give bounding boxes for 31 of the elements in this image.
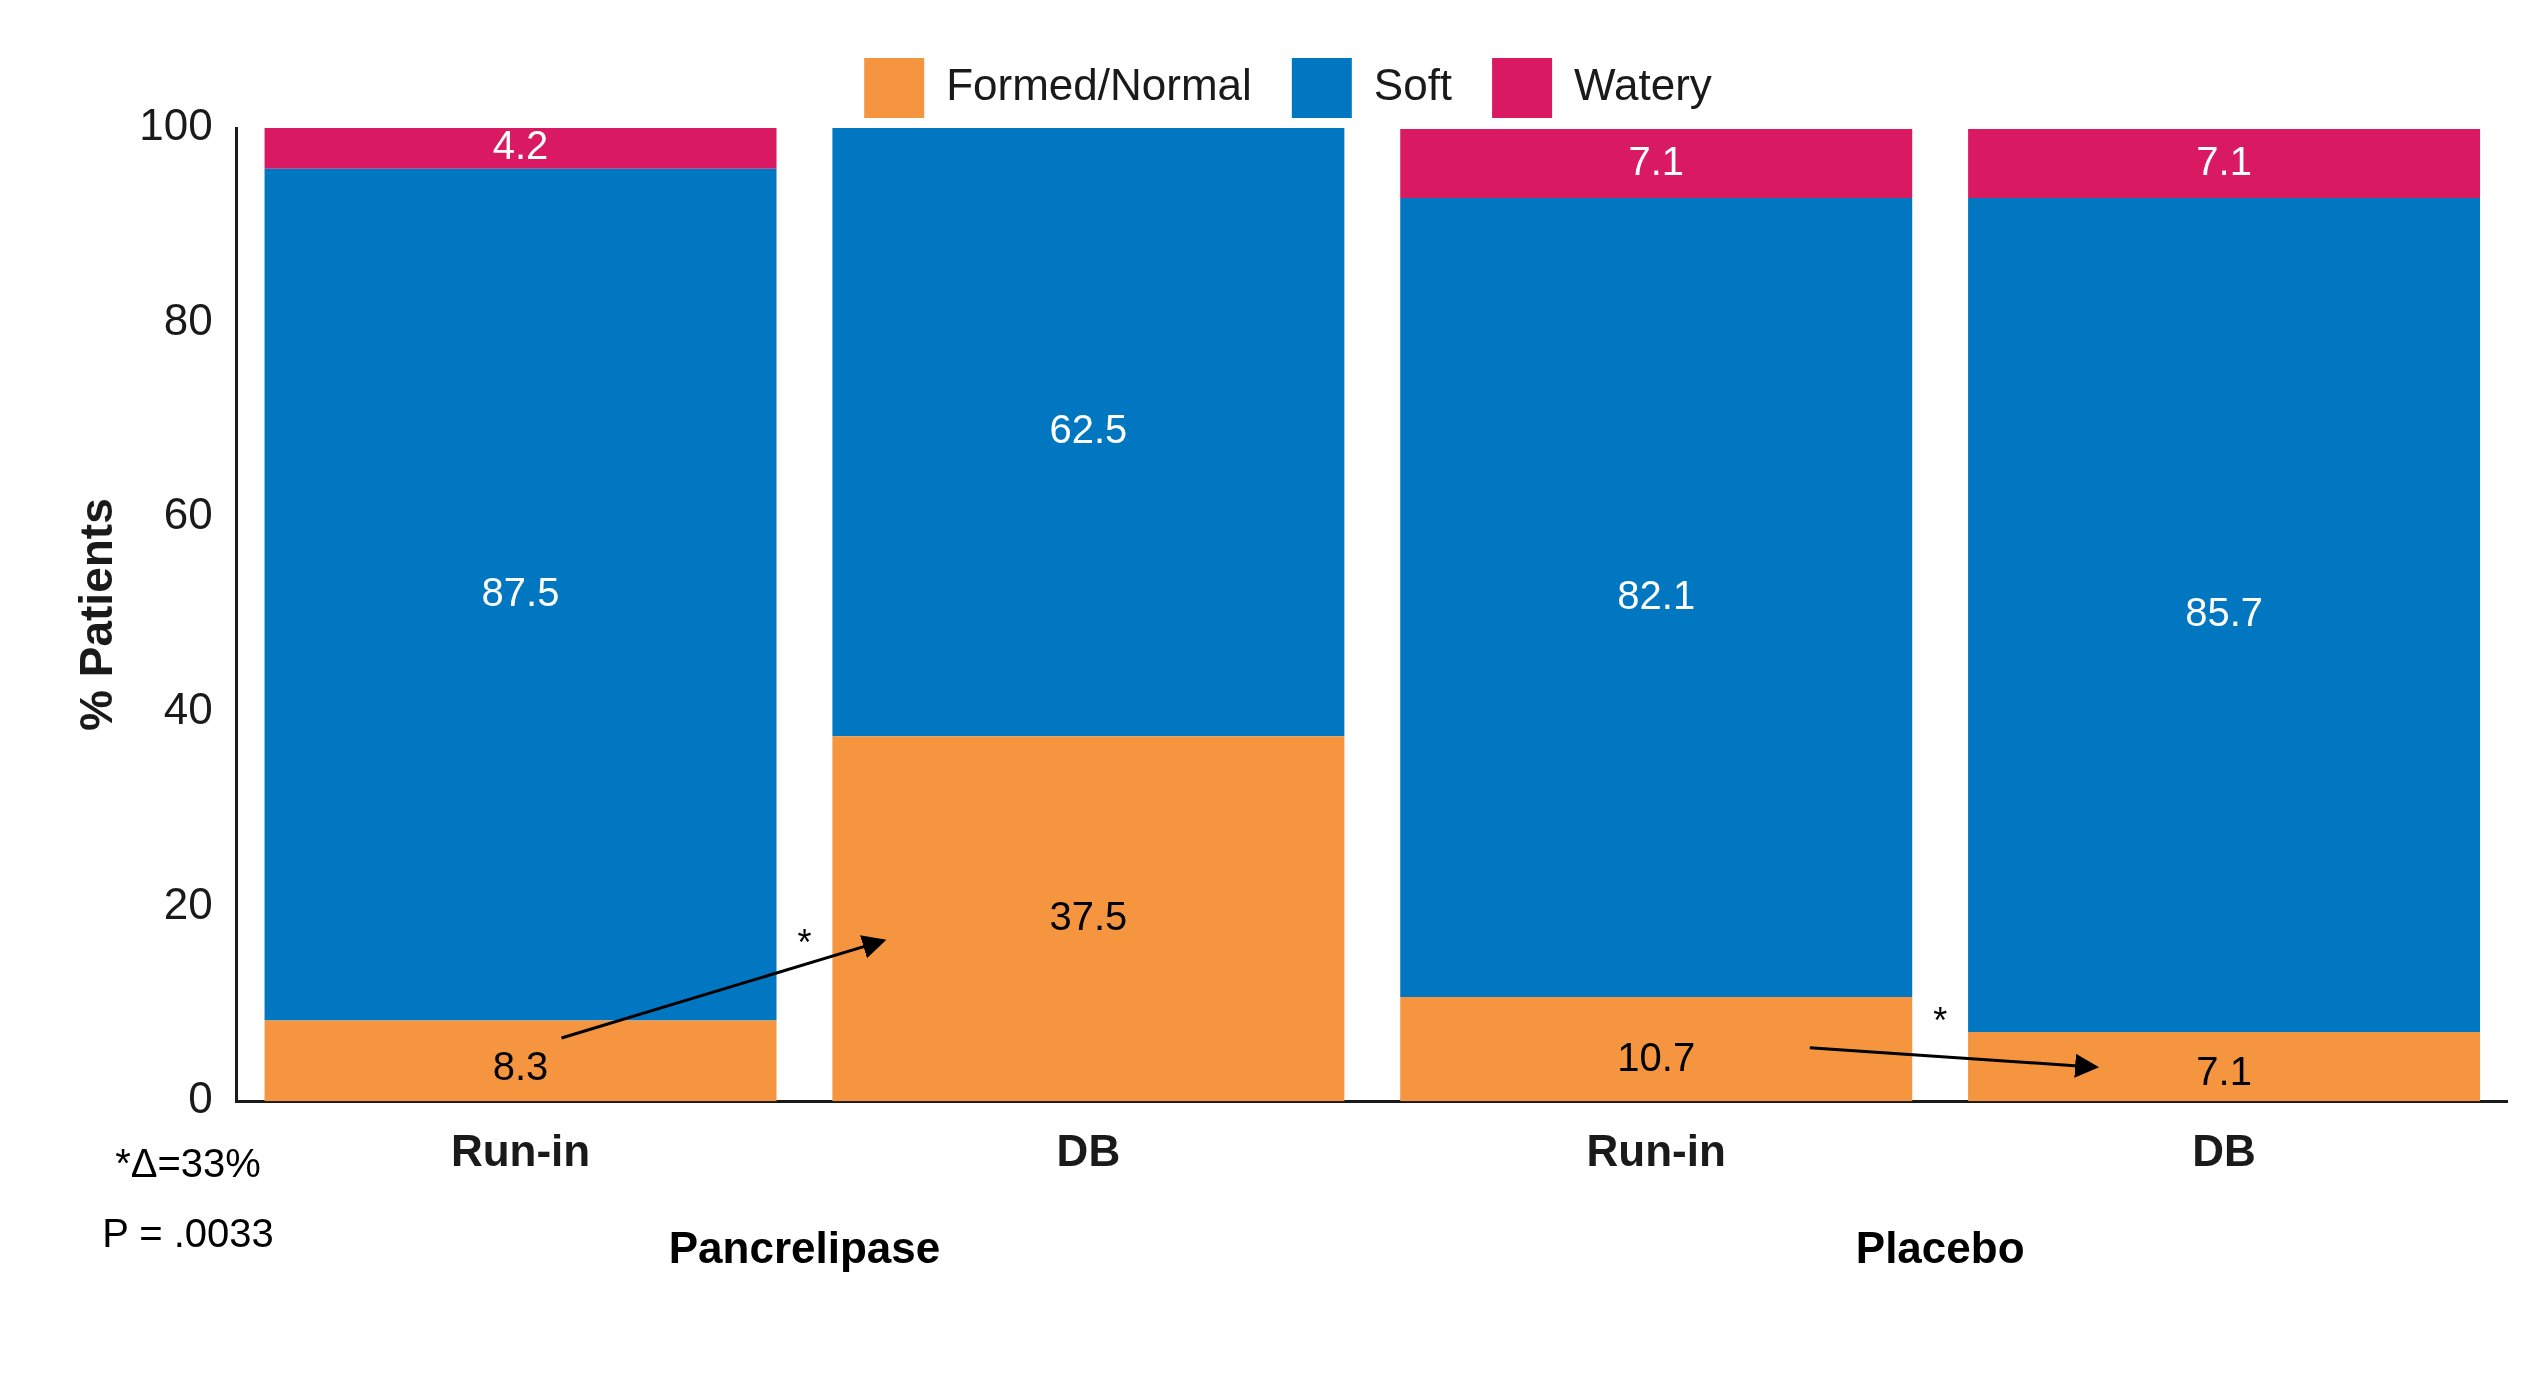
x-tick-label: DB (1056, 1125, 1121, 1175)
y-tick-label: 40 (163, 684, 213, 734)
legend-label: Formed/Normal (946, 60, 1252, 110)
text: Pancrelipase (668, 1223, 941, 1273)
data-label: 87.5 (481, 569, 560, 614)
annotation: * (797, 922, 812, 964)
data-label: 8.3 (492, 1043, 549, 1088)
legend-label: Soft (1373, 60, 1453, 110)
data-label: 7.1 (2196, 1048, 2252, 1093)
y-tick-label: 100 (139, 100, 213, 150)
x-tick-label: Run-in (450, 1125, 591, 1175)
annotation: * (1933, 1000, 1948, 1042)
data-label: 10.7 (1617, 1034, 1696, 1079)
legend-label: Watery (1574, 60, 1712, 110)
data-label: 62.5 (1049, 407, 1128, 452)
data-label: 4.2 (492, 123, 549, 168)
data-label: 82.1 (1617, 572, 1696, 617)
y-tick-label: 60 (163, 489, 213, 539)
data-label: 85.7 (2185, 590, 2264, 635)
data-label: 7.1 (1628, 138, 1685, 183)
y-tick-label: 0 (188, 1073, 213, 1123)
data-label: 7.1 (2196, 138, 2252, 183)
text: P = .0033 (102, 1211, 274, 1256)
x-tick-label: Run-in (1586, 1125, 1726, 1175)
text: *Δ=33% (115, 1141, 261, 1186)
y-axis-title: % Patients (70, 498, 123, 731)
y-tick-label: 80 (163, 294, 213, 344)
y-tick-label: 20 (163, 878, 213, 928)
text: Placebo (1855, 1223, 2025, 1273)
data-label: 37.5 (1049, 893, 1128, 938)
x-tick-label: DB (2192, 1125, 2256, 1175)
